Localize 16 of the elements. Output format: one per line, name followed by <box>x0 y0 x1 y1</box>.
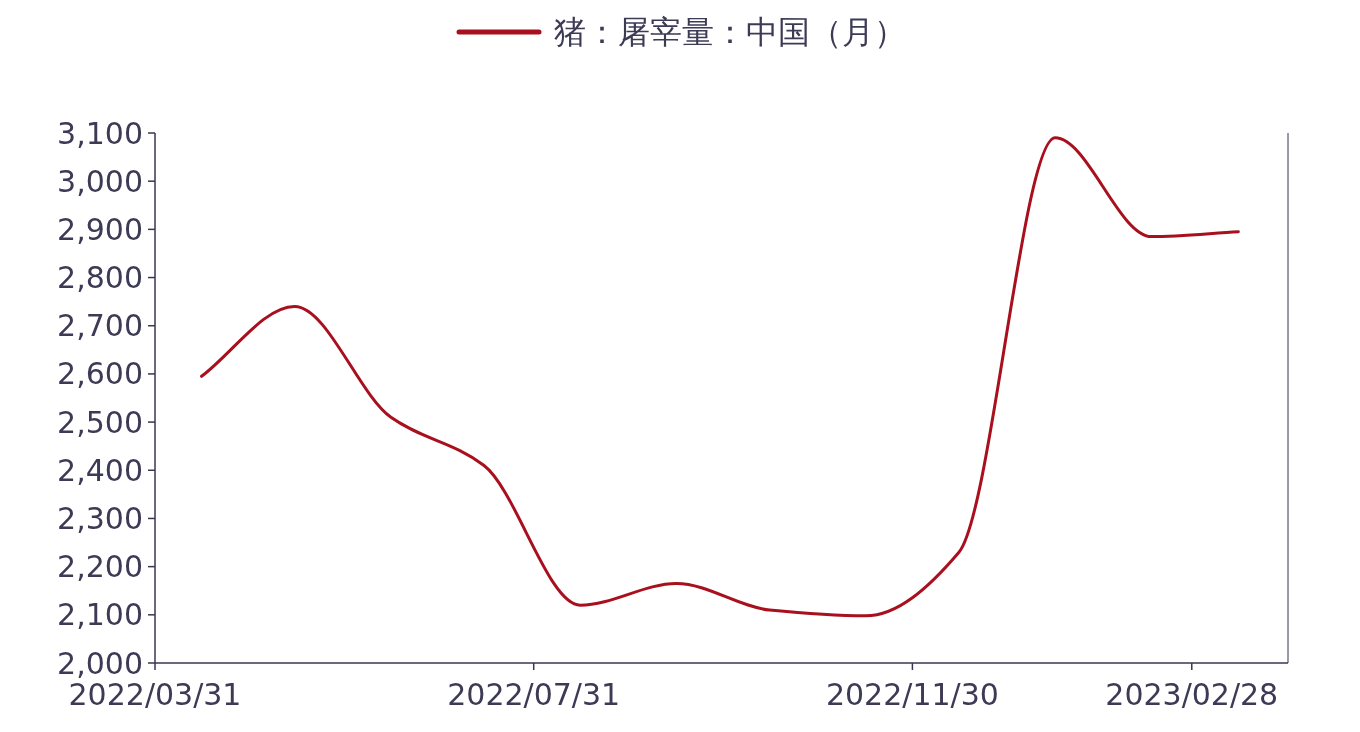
y-tick-label: 2,600 <box>57 356 143 392</box>
line-series <box>200 136 1240 618</box>
y-tick-label: 2,700 <box>57 308 143 344</box>
legend-label: 猪：屠宰量：中国（月） <box>554 13 906 51</box>
y-tick-label: 2,200 <box>57 549 143 585</box>
y-tick-label: 2,800 <box>57 260 143 296</box>
y-tick-label: 3,000 <box>57 163 143 199</box>
y-tick-label: 2,400 <box>57 452 143 488</box>
y-tick-label: 2,500 <box>57 404 143 440</box>
x-tick-label: 2023/02/28 <box>1105 677 1279 712</box>
y-tick-label: 2,900 <box>57 211 143 247</box>
y-tick-label: 2,300 <box>57 500 143 536</box>
x-tick-label: 2022/07/31 <box>447 677 621 712</box>
y-tick-label: 3,100 <box>57 115 143 151</box>
x-tick-label: 2022/11/30 <box>825 677 999 712</box>
y-tick-label: 2,100 <box>57 597 143 633</box>
